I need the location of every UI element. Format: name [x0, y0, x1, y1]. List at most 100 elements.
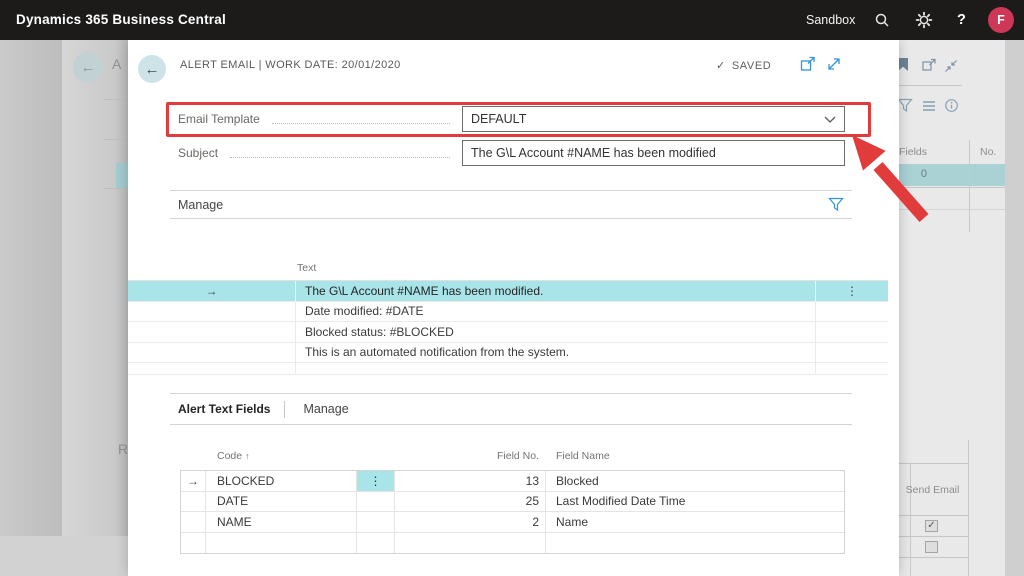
background-back-arrow-icon: ← [73, 52, 103, 82]
row-selector [181, 512, 206, 532]
manage-menu[interactable]: Manage [303, 402, 349, 416]
header-selector [180, 450, 205, 466]
row-selector [181, 532, 206, 553]
save-status: ✓ SAVED [716, 59, 772, 73]
background-left-panel [62, 0, 128, 536]
avatar[interactable]: F [988, 7, 1014, 33]
active-row-arrow-icon: → [181, 471, 206, 491]
background-column-no: No. [980, 146, 997, 158]
header-menu [356, 450, 394, 466]
filter-icon[interactable] [828, 197, 844, 212]
sort-ascending-icon: ↑ [245, 451, 250, 461]
back-arrow-icon: ← [144, 60, 160, 78]
background-partial-title: A [112, 56, 122, 72]
email-template-value: DEFAULT [471, 112, 527, 126]
code-cell[interactable] [206, 532, 357, 553]
field-no-cell[interactable]: 2 [395, 512, 546, 532]
gear-icon[interactable] [915, 11, 933, 29]
text-column-header: Text [297, 262, 317, 274]
back-button[interactable]: ← [138, 55, 166, 83]
field-name-cell[interactable] [546, 533, 844, 554]
subject-input[interactable]: The G\L Account #NAME has been modified [462, 140, 845, 166]
environment-label[interactable]: Sandbox [806, 13, 856, 27]
text-cell[interactable] [295, 363, 815, 374]
background-column-border [968, 440, 969, 576]
popout-icon[interactable] [800, 56, 816, 72]
subject-field-row: Subject The G\L Account #NAME has been m… [178, 140, 845, 166]
column-header-code[interactable]: Code ↑ [205, 450, 356, 466]
subject-label: Subject [178, 146, 219, 160]
background-row-border [899, 187, 1005, 188]
table-row[interactable]: DATE 25 Last Modified Date Time [181, 491, 844, 512]
table-row[interactable]: Blocked status: #BLOCKED [128, 322, 888, 343]
background-selected-row-fragment [116, 163, 128, 188]
row-selector [128, 343, 295, 363]
row-selector [128, 363, 295, 374]
row-menu-icon[interactable]: ⋮ [815, 281, 888, 301]
list-icon [923, 101, 935, 111]
alert-text-fields-toolbar: Alert Text Fields Manage [170, 393, 852, 425]
text-cell[interactable]: This is an automated notification from t… [295, 342, 815, 362]
field-no-cell[interactable]: 13 [395, 471, 546, 491]
background-row-border [899, 209, 1005, 210]
help-icon[interactable]: ? [957, 12, 966, 28]
background-row-border [899, 557, 969, 558]
chevron-down-icon [824, 116, 836, 123]
saved-label: SAVED [731, 59, 772, 72]
field-name-cell[interactable]: Last Modified Date Time [556, 494, 686, 509]
column-header-field-no[interactable]: Field No. [496, 450, 539, 462]
background-divider [899, 85, 962, 86]
table-row[interactable]: NAME 2 Name [181, 512, 844, 533]
text-cell[interactable]: Blocked status: #BLOCKED [295, 322, 815, 342]
expand-icon[interactable] [826, 56, 842, 72]
row-menu-cell [815, 301, 888, 321]
background-column-border [969, 140, 970, 232]
field-name-cell[interactable]: Name [556, 514, 589, 529]
row-menu-icon[interactable]: ⋮ [357, 471, 395, 491]
background-column-border [910, 463, 911, 576]
background-send-email-header: Send Email [905, 484, 960, 496]
field-name-cell[interactable]: Blocked [556, 473, 599, 488]
dotted-leader [271, 122, 450, 124]
table-row[interactable] [128, 363, 888, 375]
background-popout-icon [922, 58, 936, 71]
field-no-cell[interactable] [395, 532, 546, 553]
code-cell[interactable]: DATE [206, 491, 357, 511]
row-menu-cell [357, 532, 395, 553]
background-right-strip [1005, 40, 1024, 576]
background-row-border [899, 515, 969, 516]
manage-toolbar: Manage [170, 190, 852, 219]
row-selector [181, 491, 206, 511]
table-row[interactable] [181, 532, 844, 554]
row-menu-cell [815, 322, 888, 342]
background-line [104, 188, 128, 189]
row-selector [128, 302, 295, 322]
code-cell[interactable]: NAME [206, 512, 357, 532]
app-title: Dynamics 365 Business Central [16, 12, 226, 27]
text-cell[interactable]: Date modified: #DATE [295, 301, 815, 321]
manage-menu[interactable]: Manage [178, 197, 224, 212]
table-row[interactable]: → BLOCKED ⋮ 13 Blocked [181, 471, 844, 492]
text-cell[interactable]: The G\L Account #NAME has been modified. [295, 281, 815, 301]
code-cell[interactable]: BLOCKED [206, 471, 357, 491]
checkbox-unchecked [925, 541, 938, 553]
code-header-label: Code [217, 450, 243, 462]
collapse-icon [945, 60, 957, 72]
alert-text-table: → The G\L Account #NAME has been modifie… [128, 280, 888, 375]
row-menu-cell [815, 342, 888, 362]
column-header-field-name[interactable]: Field Name [556, 450, 610, 462]
top-bar: Dynamics 365 Business Central Sandbox ? … [0, 0, 1024, 40]
search-icon[interactable] [874, 12, 890, 28]
active-row-arrow-icon: → [205, 283, 218, 298]
background-row-value: 0 [920, 168, 927, 180]
table-row[interactable]: Date modified: #DATE [128, 301, 888, 322]
saved-check-icon: ✓ [716, 60, 726, 72]
table-row[interactable]: → The G\L Account #NAME has been modifie… [128, 281, 888, 302]
field-no-cell[interactable]: 25 [395, 491, 546, 511]
table-row[interactable]: This is an automated notification from t… [128, 342, 888, 363]
email-template-dropdown[interactable]: DEFAULT [462, 106, 845, 132]
row-menu-cell [815, 363, 888, 374]
section-title: Alert Text Fields [178, 402, 271, 416]
dotted-leader [230, 156, 450, 158]
row-menu-cell [357, 491, 395, 511]
